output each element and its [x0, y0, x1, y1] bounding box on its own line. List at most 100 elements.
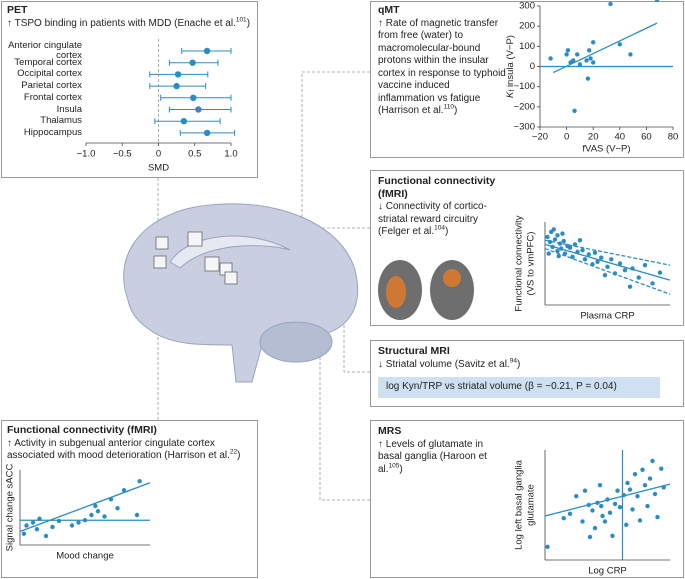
point	[555, 248, 560, 254]
point	[612, 501, 618, 507]
point	[574, 494, 579, 499]
category-label: Frontal cortex	[23, 91, 82, 103]
point	[607, 510, 613, 515]
description-end: )	[246, 17, 251, 29]
point	[610, 533, 615, 538]
description-end: )	[237, 450, 241, 461]
point	[555, 233, 560, 238]
point	[102, 514, 107, 519]
y-label-rest: insula (V−P)	[505, 35, 516, 90]
point	[82, 518, 88, 523]
reference: 104	[434, 224, 445, 232]
point	[190, 94, 197, 102]
x-axis-label: Log CRP	[588, 566, 627, 577]
point	[605, 264, 610, 270]
point	[585, 76, 591, 81]
panel-pet	[1, 1, 258, 178]
point	[180, 118, 188, 125]
point	[621, 492, 626, 498]
point	[69, 523, 75, 528]
category-label: Anterior cingulate cortex	[8, 40, 82, 61]
y-axis-label: Log left basal ganglia	[514, 459, 525, 550]
x-tick-label: −20	[532, 132, 548, 143]
category-label: Occipital cortex	[17, 68, 82, 80]
panel-title: MRS	[378, 425, 402, 437]
x-tick-label: 20	[588, 132, 599, 143]
point	[600, 513, 605, 519]
y-tick-label: 0	[530, 61, 535, 72]
text-block: Functional connectivity (fMRI) ↓ Connecti…	[378, 175, 508, 239]
point	[552, 237, 558, 242]
activation	[386, 276, 406, 308]
description: ↑ TSPO binding in patients with MDD (Ena…	[7, 17, 236, 29]
x-tick-label: 0.5	[188, 149, 201, 160]
point	[625, 480, 630, 486]
category-label: Thalamus	[40, 115, 82, 127]
x-tick-label: 60	[641, 132, 652, 143]
category-label: Hippocampus	[23, 126, 82, 138]
y-axis-label: glutamate	[526, 484, 537, 526]
point	[599, 255, 604, 260]
point	[622, 267, 628, 273]
point	[586, 502, 591, 508]
panel-title: Functional connectivity (fMRI)	[378, 175, 496, 200]
point	[617, 505, 623, 510]
point	[582, 488, 588, 493]
point	[577, 62, 583, 67]
point	[575, 52, 580, 57]
point	[637, 518, 643, 523]
y-tick-label: −100	[514, 81, 535, 92]
point	[551, 227, 556, 232]
point	[632, 472, 638, 477]
text-block: MRS ↑ Levels of glutamate in basal gangli…	[378, 425, 490, 476]
y-label-main: K	[505, 91, 516, 98]
point	[203, 47, 211, 55]
point	[617, 42, 622, 47]
result-box: log Kyn/TRP vs striatal volume (β = −0.2…	[378, 377, 660, 398]
point	[572, 242, 578, 247]
point	[570, 254, 575, 260]
panel-title: qMT	[378, 4, 400, 16]
point	[43, 533, 49, 539]
point	[577, 238, 583, 243]
point	[560, 231, 565, 236]
connector	[234, 227, 370, 264]
point	[584, 58, 589, 63]
panel-fmri	[370, 170, 684, 326]
point	[627, 487, 633, 492]
point	[602, 272, 608, 278]
text-block: PET ↑ TSPO binding in patients with MDD (…	[7, 4, 255, 30]
point	[587, 534, 593, 540]
y-axis-label: Signal change sACC	[5, 464, 16, 552]
point	[602, 519, 608, 524]
point	[612, 271, 618, 276]
y-tick-label: 100	[519, 41, 535, 52]
region-box	[224, 271, 238, 285]
point	[592, 525, 598, 531]
brain	[123, 203, 359, 383]
point	[655, 514, 660, 520]
x-tick-label: 40	[615, 132, 626, 143]
point	[617, 261, 623, 266]
panel-title: Structural MRI	[378, 345, 450, 357]
region-box	[204, 256, 220, 272]
description-end: )	[399, 463, 403, 475]
point	[642, 262, 648, 268]
brain-slices	[378, 260, 474, 320]
point	[121, 488, 127, 493]
point	[76, 520, 81, 525]
x-axis-label: fVAS (V−P)	[582, 144, 630, 155]
point	[567, 511, 573, 516]
x-tick-label: 0	[564, 132, 569, 143]
point	[591, 60, 596, 65]
description-end: )	[445, 226, 449, 237]
panel-text: ↓ Connectivity of cortico-striatal rewar…	[378, 201, 508, 239]
point	[548, 56, 553, 61]
point	[21, 531, 27, 536]
point	[545, 544, 550, 549]
text-block: Structural MRI ↓ Striatal volume (Savitz …	[378, 345, 678, 398]
cerebellum	[259, 321, 333, 363]
point	[37, 516, 42, 521]
panel-text: ↑ Levels of glutamate in basal ganglia (…	[378, 439, 490, 477]
